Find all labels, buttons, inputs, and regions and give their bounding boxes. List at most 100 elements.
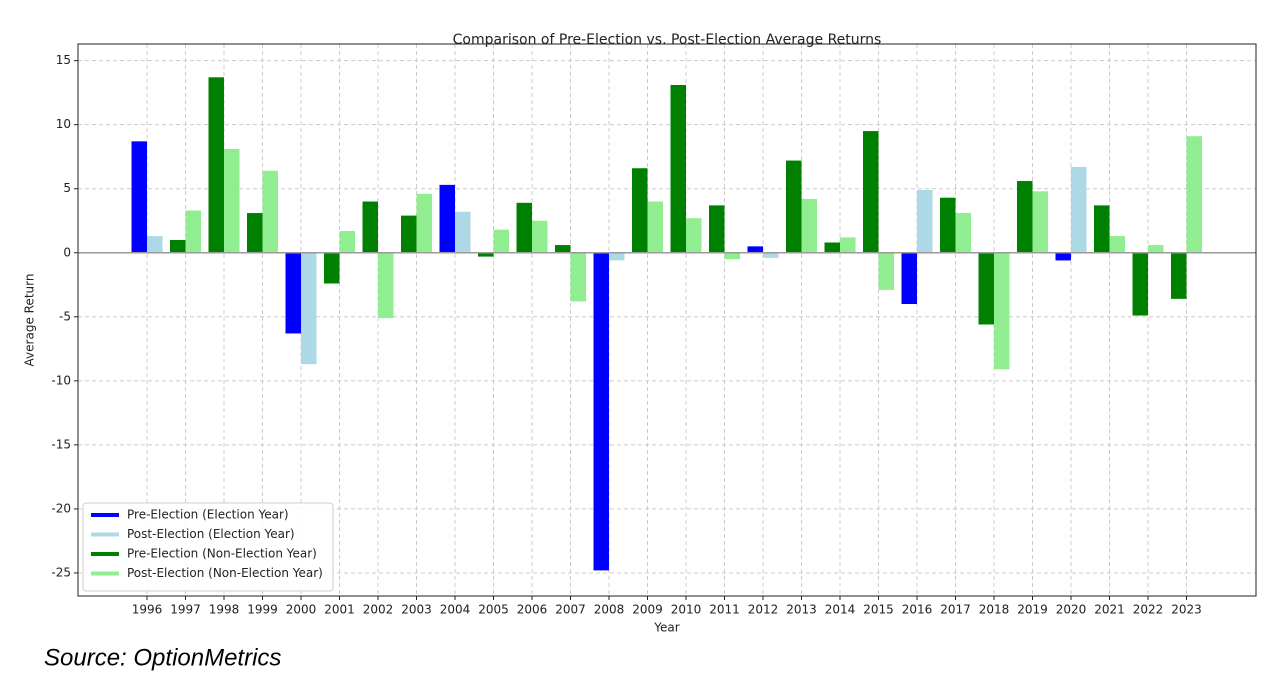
source-note: Source: OptionMetrics	[44, 644, 281, 671]
bar	[632, 168, 648, 253]
x-tick-label: 1998	[209, 603, 240, 617]
bar	[609, 252, 625, 261]
bar	[686, 218, 702, 253]
legend-box	[82, 502, 334, 592]
x-tick-label: 2017	[940, 603, 971, 617]
bar	[901, 252, 917, 304]
bar	[555, 245, 571, 253]
bar	[593, 252, 609, 571]
x-tick-label: 2006	[517, 603, 548, 617]
y-tick-label: 0	[63, 245, 71, 259]
bar	[301, 252, 317, 365]
y-axis-label: Average Return	[23, 274, 37, 367]
bar	[262, 170, 278, 253]
x-tick-label: 2004	[440, 603, 471, 617]
bar	[1017, 181, 1033, 253]
bar	[1094, 205, 1110, 253]
bar	[570, 252, 586, 302]
x-tick-label: 1996	[132, 603, 163, 617]
bar	[724, 252, 740, 260]
bar	[532, 220, 548, 253]
x-tick-label: 2008	[594, 603, 625, 617]
x-tick-label: 2014	[825, 603, 856, 617]
bar	[1109, 236, 1125, 253]
bar	[647, 201, 663, 253]
bar	[940, 197, 956, 253]
x-tick-label: 2002	[363, 603, 394, 617]
bar	[878, 252, 894, 290]
bar	[493, 229, 509, 253]
bar	[670, 84, 686, 253]
bar	[378, 252, 394, 319]
bar	[824, 242, 840, 253]
x-tick-label: 2005	[478, 603, 509, 617]
bar	[917, 190, 933, 253]
legend-label: Post-Election (Election Year)	[127, 527, 295, 541]
bar	[401, 215, 417, 253]
bar	[455, 211, 471, 253]
x-tick-label: 2013	[786, 603, 817, 617]
x-tick-label: 2003	[401, 603, 432, 617]
bar	[1148, 245, 1164, 253]
bar	[147, 236, 163, 253]
bar	[324, 252, 340, 284]
bar	[285, 252, 301, 334]
bar	[1186, 136, 1202, 253]
legend-label: Pre-Election (Non-Election Year)	[127, 547, 317, 561]
x-tick-label: 2022	[1133, 603, 1164, 617]
bar	[208, 77, 224, 253]
y-tick-label: -15	[51, 437, 71, 451]
bar	[247, 213, 263, 253]
bar	[1055, 252, 1071, 261]
bar	[763, 252, 779, 258]
legend-label: Post-Election (Non-Election Year)	[127, 566, 323, 580]
bar	[131, 141, 147, 253]
bar	[516, 202, 532, 253]
x-tick-label: 2020	[1056, 603, 1087, 617]
bar	[185, 210, 201, 253]
x-tick-label: 2018	[979, 603, 1010, 617]
bar	[416, 193, 432, 253]
x-tick-label: 1999	[247, 603, 278, 617]
bar	[955, 213, 971, 253]
bar	[786, 160, 802, 253]
x-axis-label: Year	[653, 621, 679, 635]
chart-title: Comparison of Pre-Election vs. Post-Elec…	[453, 32, 882, 48]
x-tick-label: 2016	[902, 603, 933, 617]
bar	[709, 205, 725, 253]
bar	[362, 201, 378, 253]
x-tick-label: 1997	[170, 603, 201, 617]
bar	[840, 237, 856, 253]
bar	[1032, 191, 1048, 253]
bar	[1071, 166, 1087, 253]
y-tick-label: -10	[51, 373, 71, 387]
bar	[1132, 252, 1148, 316]
bar	[339, 230, 355, 253]
bar	[994, 252, 1010, 370]
y-tick-label: -20	[51, 501, 71, 515]
bar	[978, 252, 994, 325]
y-tick-label: 10	[56, 117, 71, 131]
y-tick-label: 15	[56, 53, 71, 67]
bar	[439, 184, 455, 253]
bar	[747, 246, 763, 253]
x-tick-label: 2019	[1017, 603, 1048, 617]
x-tick-label: 2001	[324, 603, 355, 617]
y-tick-label: 5	[63, 181, 71, 195]
bar	[170, 239, 186, 253]
y-tick-label: -25	[51, 565, 71, 579]
x-tick-label: 2012	[748, 603, 779, 617]
x-tick-label: 2009	[632, 603, 663, 617]
x-tick-label: 2000	[286, 603, 317, 617]
x-tick-label: 2010	[671, 603, 702, 617]
legend-label: Pre-Election (Election Year)	[127, 508, 289, 522]
bar	[801, 198, 817, 253]
plot-frame	[77, 43, 1257, 597]
bar	[478, 252, 494, 257]
bar	[863, 131, 879, 253]
bar	[224, 149, 240, 253]
bar	[1171, 252, 1187, 299]
x-tick-label: 2023	[1171, 603, 1202, 617]
y-tick-label: -5	[59, 309, 71, 323]
